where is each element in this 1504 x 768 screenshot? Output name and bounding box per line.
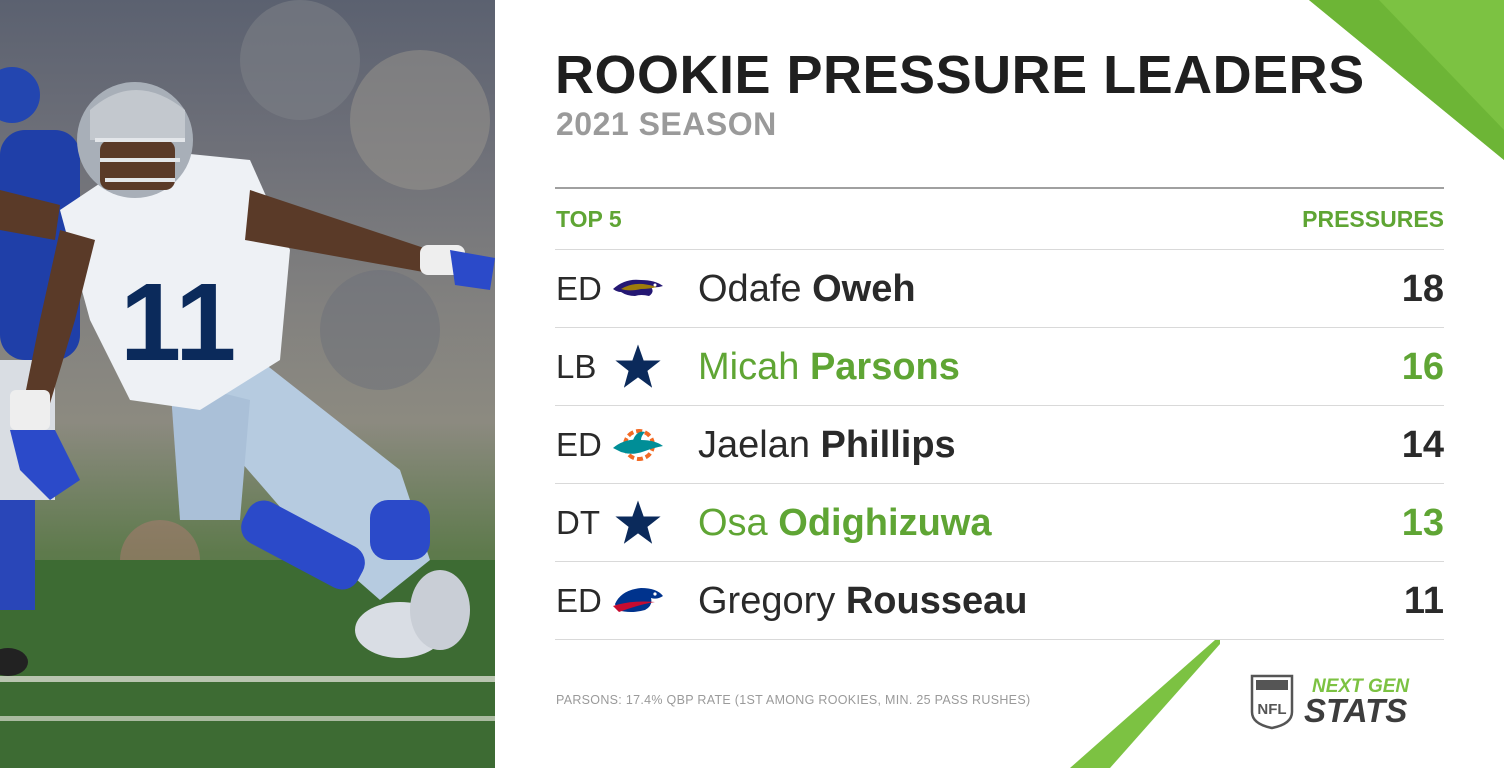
- pressure-count: 18: [1401, 268, 1444, 310]
- player-first-name: Micah: [698, 346, 800, 388]
- stats-text: STATS: [1304, 692, 1407, 729]
- header-divider: [555, 187, 1444, 189]
- table-row: ED Jaelan Phillips 14: [555, 405, 1444, 483]
- green-corner-stripe: [1309, 0, 1504, 160]
- player-last-name: Rousseau: [845, 580, 1028, 622]
- player-first-name: Odafe: [698, 268, 802, 310]
- table-row: ED Gregory Rousseau 11: [555, 561, 1444, 640]
- table-header-left: TOP 5: [556, 206, 622, 232]
- dolphins-logo-icon: [613, 429, 663, 461]
- player-first-name: Osa: [698, 502, 768, 544]
- nfl-shield-text: NFL: [1257, 701, 1286, 718]
- table-row: LB Micah Parsons 16: [555, 327, 1444, 405]
- player-photo: 11: [0, 0, 495, 768]
- row-position: ED: [556, 582, 602, 619]
- player-name: Odafe Oweh: [698, 268, 916, 311]
- player-photo-illustration: 11: [0, 0, 495, 768]
- player-name: Jaelan Phillips: [698, 424, 956, 467]
- jersey-number: 11: [120, 261, 236, 384]
- page-title: ROOKIE PRESSURE LEADERS: [555, 45, 1365, 105]
- player-last-name: Odighizuwa: [778, 502, 992, 544]
- next-gen-stats-logo: NFL NEXT GEN STATS: [1250, 674, 1410, 730]
- player-last-name: Oweh: [812, 268, 916, 310]
- nfl-shield-icon: NFL: [1250, 674, 1294, 730]
- pressure-count: 13: [1401, 502, 1444, 544]
- player-last-name: Phillips: [820, 424, 956, 466]
- player-name: Gregory Rousseau: [698, 580, 1027, 623]
- table-row: DT Osa Odighizuwa 13: [555, 483, 1444, 561]
- pressure-count: 16: [1401, 346, 1444, 388]
- leaders-table: ED Odafe Oweh 18 LB Micah Parsons 16 ED …: [555, 249, 1444, 640]
- bills-logo-icon: [613, 588, 663, 612]
- page-subtitle: 2021 SEASON: [556, 106, 777, 142]
- cowboys-star-icon: [612, 497, 664, 547]
- row-position: ED: [556, 270, 602, 307]
- player-last-name: Parsons: [809, 346, 960, 388]
- row-position: DT: [556, 504, 600, 541]
- green-bottom-slash: [1070, 640, 1220, 768]
- table-header-right: PRESSURES: [1302, 206, 1444, 232]
- player-name: Micah Parsons: [698, 346, 960, 389]
- row-position: LB: [556, 348, 597, 385]
- player-first-name: Jaelan: [698, 424, 810, 466]
- player-name: Osa Odighizuwa: [698, 502, 991, 545]
- row-position: ED: [556, 426, 602, 463]
- footnote: PARSONS: 17.4% QBP RATE (1ST AMONG ROOKI…: [556, 693, 1031, 707]
- ravens-logo-icon: [613, 279, 663, 296]
- table-row: ED Odafe Oweh 18: [555, 249, 1444, 327]
- pressure-count: 11: [1403, 580, 1444, 622]
- cowboys-star-icon: [612, 341, 664, 391]
- player-first-name: Gregory: [698, 580, 836, 622]
- pressure-count: 14: [1401, 424, 1444, 466]
- next-gen-text: NEXT GEN: [1312, 676, 1410, 697]
